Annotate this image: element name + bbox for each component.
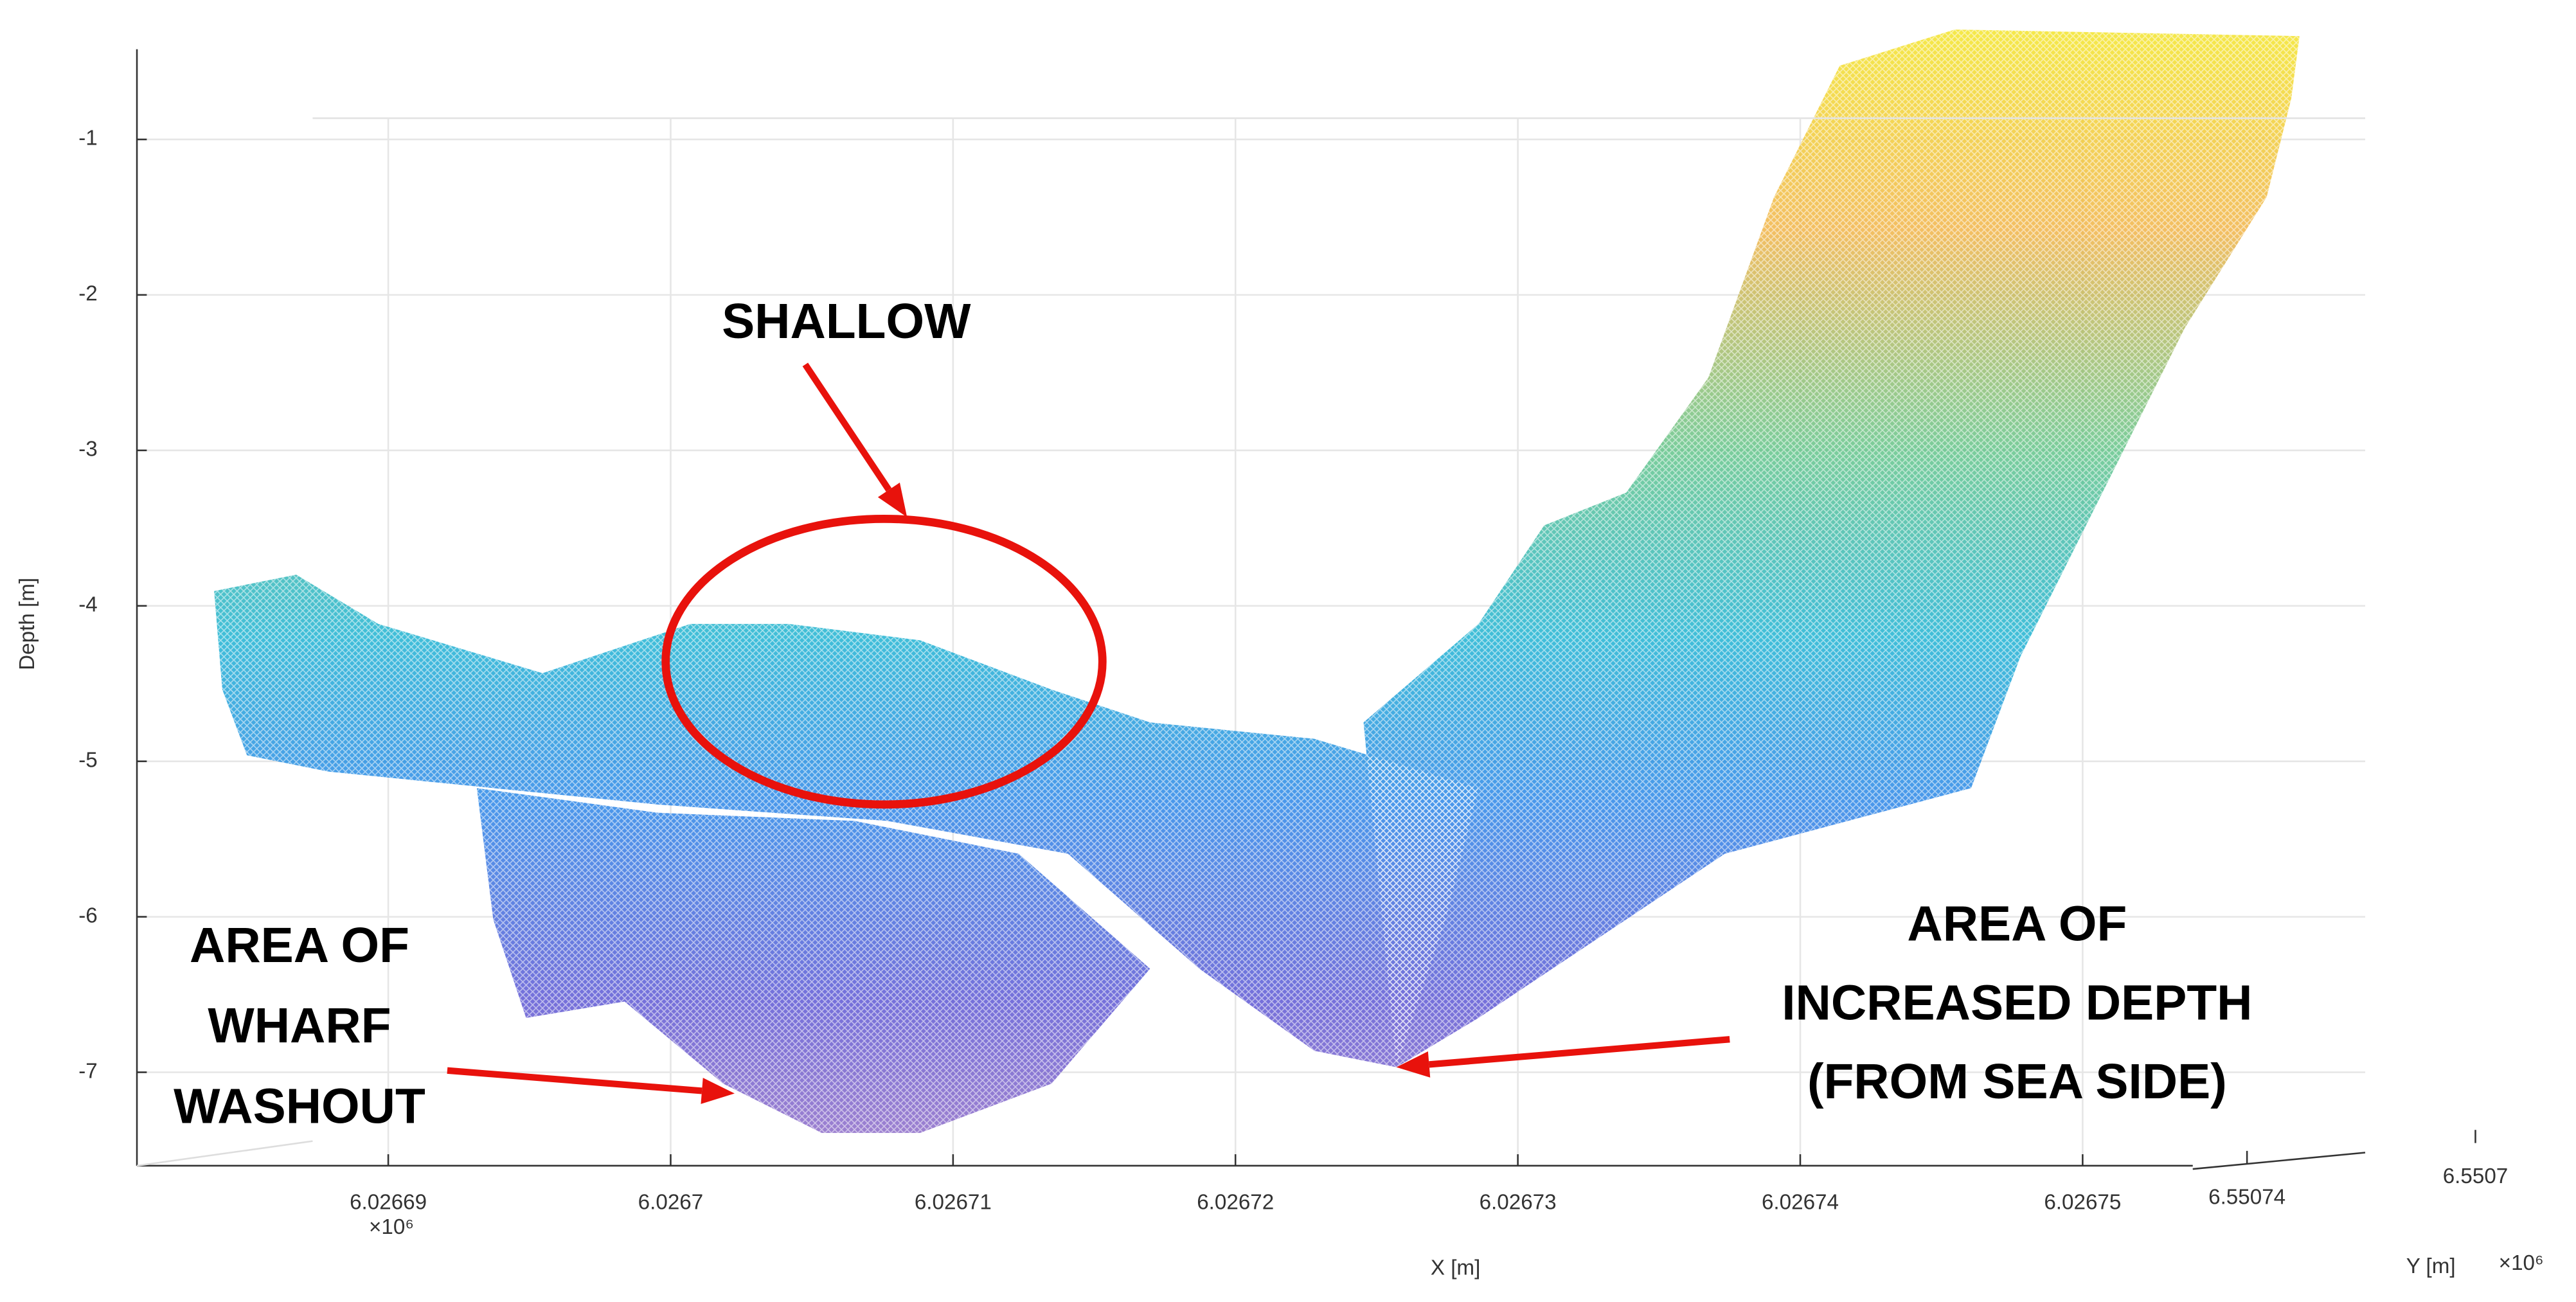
z-tick-label: -2 — [78, 282, 98, 306]
x-tick-label: 6.02669 — [350, 1190, 427, 1214]
annotation-text: SHALLOW — [722, 294, 971, 349]
arrow-shaft — [802, 362, 892, 492]
annotation-text: AREA OF — [190, 918, 409, 973]
x-tick-label: 6.02674 — [1762, 1190, 1839, 1214]
surface-mesh — [1363, 29, 2300, 1067]
arrow-shaft — [447, 1067, 702, 1094]
y-axis-label: Y [m] — [2406, 1254, 2456, 1278]
x-tick-label: 6.02671 — [915, 1190, 992, 1214]
annotations: SHALLOW AREA OF WHARF WASHOUT AREA OF INCREAS… — [174, 294, 2252, 1134]
arrow-head — [877, 482, 908, 517]
surface-mesh — [476, 788, 1150, 1133]
annotation-text: WASHOUT — [174, 1079, 425, 1134]
x-tick-label: 6.0267 — [638, 1190, 704, 1214]
box-edge — [136, 1140, 313, 1167]
surface — [214, 29, 2300, 1133]
z-tick-label: -3 — [78, 438, 98, 461]
x-tick-label: 6.02675 — [2044, 1190, 2121, 1214]
x-tick-label: 6.02672 — [1197, 1190, 1274, 1214]
x-multiplier: ×10⁶ — [369, 1215, 414, 1239]
z-axis-label: Depth [m] — [15, 578, 39, 670]
annotation-text: (FROM SEA SIDE) — [1807, 1055, 2227, 1109]
y-tick-label: 6.55074 — [2208, 1186, 2285, 1209]
arrow-shaft — [1429, 1036, 1730, 1068]
arrow-head — [701, 1078, 735, 1104]
highlight-ellipse — [661, 514, 1107, 809]
z-tick-label: -6 — [78, 904, 98, 927]
y-tick-label: 6.5507 — [2443, 1164, 2509, 1188]
y-axis — [2192, 1152, 2366, 1170]
axes: Depth [m] X [m] Y [m] ×10⁶ ×10⁶ -1 -2 -3 -4… — [15, 49, 2544, 1280]
surface-mesh — [214, 575, 1479, 1067]
arrow-head — [1396, 1051, 1431, 1078]
x-tick-label: 6.02673 — [1480, 1190, 1557, 1214]
z-tick-label: -5 — [78, 748, 98, 772]
x-axis-label: X [m] — [1431, 1256, 1480, 1280]
z-tick-label: -7 — [78, 1059, 98, 1083]
z-tick-label: -1 — [78, 127, 98, 150]
annotation-text: INCREASED DEPTH — [1782, 976, 2252, 1030]
annotation-text: WHARF — [208, 999, 391, 1053]
annotation-text: AREA OF — [1907, 897, 2127, 952]
z-tick-label: -4 — [78, 593, 98, 617]
y-multiplier: ×10⁶ — [2499, 1251, 2544, 1275]
